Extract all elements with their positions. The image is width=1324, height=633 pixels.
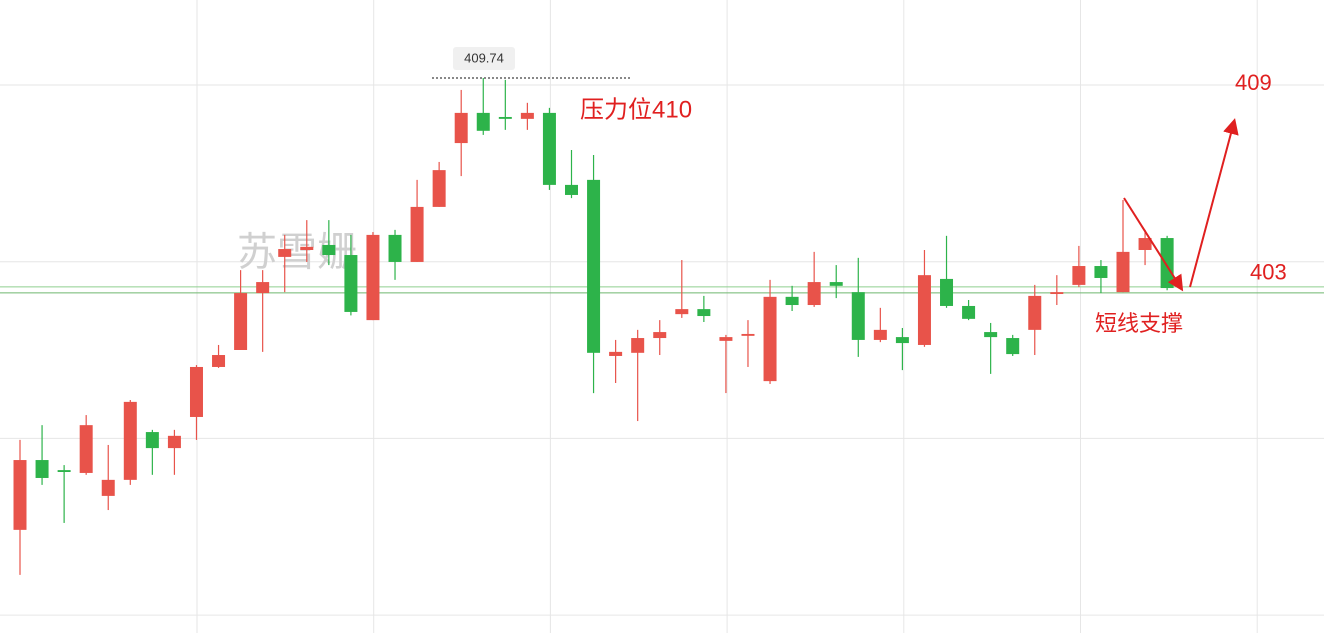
candle-body	[57, 470, 71, 472]
candle-body	[719, 337, 733, 341]
candle-body	[675, 309, 689, 315]
candle-body	[609, 351, 623, 356]
candle-body	[807, 282, 821, 306]
candle-body	[697, 309, 711, 317]
candle-body	[851, 292, 865, 340]
candle-body	[1050, 292, 1064, 295]
candle-body	[454, 112, 468, 144]
candle-body	[322, 244, 336, 256]
candle-body	[410, 206, 424, 262]
candle-body	[917, 275, 931, 345]
candle-body	[498, 116, 512, 119]
candle-body	[13, 460, 27, 530]
arrow	[1123, 197, 1184, 292]
candle-body	[366, 234, 380, 321]
candle-body	[79, 425, 93, 473]
candle-body	[344, 255, 358, 312]
candle-body	[1094, 266, 1108, 278]
candle-body	[587, 179, 601, 353]
candle-body	[565, 184, 578, 195]
candle-body	[234, 293, 248, 350]
candle-body	[476, 112, 490, 131]
candle-body	[1072, 266, 1086, 285]
candle-body	[542, 112, 556, 185]
candle-body	[35, 460, 49, 478]
candles	[0, 77, 1324, 575]
candle-body	[984, 332, 998, 338]
candle-body	[189, 366, 203, 417]
resistance-label: 压力位410	[580, 96, 692, 123]
candle-body	[631, 338, 645, 353]
support-label: 短线支撑	[1095, 311, 1183, 336]
candle-body	[212, 355, 226, 367]
candle-body	[653, 332, 667, 339]
target-label: 409	[1235, 70, 1272, 95]
high-marker-box	[453, 46, 515, 70]
candle-body	[123, 401, 137, 480]
candle-body	[432, 170, 446, 207]
candle-body	[962, 305, 976, 319]
high-marker-label: 409.74	[464, 50, 504, 65]
candle-body	[101, 479, 115, 496]
candle-body	[520, 112, 534, 119]
candle-body	[829, 282, 843, 286]
arrow	[1189, 118, 1239, 288]
candle-body	[300, 246, 314, 250]
candle-body	[1116, 251, 1130, 293]
candle-body	[763, 296, 777, 382]
candle-body	[1160, 238, 1174, 289]
candle-body	[278, 249, 292, 257]
candle-body	[940, 278, 954, 306]
candle-body	[1138, 238, 1152, 250]
candle-body	[167, 435, 181, 449]
candle-body	[741, 333, 755, 336]
support-value: 403	[1250, 260, 1287, 285]
candle-body	[873, 329, 887, 340]
candle-body	[256, 282, 270, 294]
watermark: 苏雪姗	[237, 231, 357, 275]
candle-body	[785, 296, 799, 306]
candle-body	[388, 234, 402, 262]
candle-body	[1028, 295, 1042, 330]
candle-body	[1006, 338, 1020, 355]
candle-body	[145, 432, 159, 449]
candle-body	[895, 337, 909, 344]
